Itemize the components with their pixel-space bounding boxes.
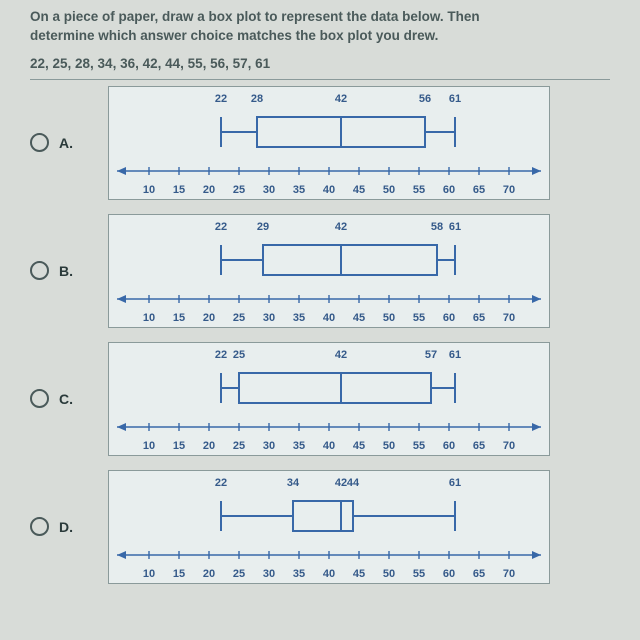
radio-c[interactable] [30,389,49,408]
axis-tick-label: 60 [443,440,455,452]
axis-tick-label: 50 [383,312,395,324]
axis-tick-label: 45 [353,568,365,580]
axis-tick-label: 55 [413,312,425,324]
axis-tick-label: 25 [233,568,245,580]
axis-tick-label: 55 [413,184,425,196]
axis-tick-label: 45 [353,440,365,452]
axis-tick-label: 65 [473,184,485,196]
boxplot-b: 22 29 42 5861 10 15 20 25 30 35 40 45 50 55 60 65 70 [108,214,550,328]
boxplot-c: 222542576110152025303540455055606570 [108,342,550,456]
data-values: 22, 25, 28, 34, 36, 42, 44, 55, 56, 57, … [30,56,610,71]
axis-tick-label: 65 [473,440,485,452]
value-label: 56 [415,93,435,105]
value-label: 42 [331,93,351,105]
radio-d[interactable] [30,517,49,536]
axis-tick-label: 70 [503,568,515,580]
radio-a[interactable] [30,133,49,152]
axis-tick-label: 35 [293,312,305,324]
value-label: 57 [421,349,441,361]
axis-tick-label: 35 [293,184,305,196]
axis-tick-label: 10 [143,184,155,196]
axis-tick-label: 20 [203,184,215,196]
axis-tick-label: 55 [413,440,425,452]
axis-tick-label: 10 [143,312,155,324]
axis-tick-label: 50 [383,184,395,196]
axis-tick-label: 60 [443,312,455,324]
axis-tick-label: 10 [143,568,155,580]
axis-tick-label: 35 [293,440,305,452]
value-label: 34 [283,477,303,489]
value-label: 61 [445,221,465,233]
axis-tick-label: 45 [353,184,365,196]
option-row-a: A. 22 28 42 56 61 10 15 20 25 30 35 40 45 50 55 60 65 70 [30,86,610,200]
value-label: 22 [211,349,231,361]
axis-tick-label: 50 [383,568,395,580]
boxplot-a: 22 28 42 56 61 10 15 20 25 30 35 40 45 50 55 60 65 70 [108,86,550,200]
value-label: 44 [343,477,363,489]
value-label: 61 [445,349,465,361]
value-label: 58 [427,221,447,233]
axis-tick-label: 65 [473,568,485,580]
option-row-b: B. 22 29 42 5861 10 15 20 25 30 35 40 45 50 55 60 65 70 [30,214,610,328]
axis-tick-label: 40 [323,312,335,324]
axis-tick-label: 55 [413,568,425,580]
axis-tick-label: 50 [383,440,395,452]
axis-tick-label: 25 [233,184,245,196]
value-label: 25 [229,349,249,361]
axis-tick-label: 40 [323,568,335,580]
axis-tick-label: 30 [263,440,275,452]
option-row-c: C.222542576110152025303540455055606570 [30,342,610,456]
value-label: 28 [247,93,267,105]
value-label: 42 [331,349,351,361]
value-label: 22 [211,221,231,233]
question-line1: On a piece of paper, draw a box plot to … [30,9,480,24]
axis-tick-label: 15 [173,184,185,196]
axis-tick-label: 70 [503,184,515,196]
axis-tick-label: 30 [263,312,275,324]
radio-b[interactable] [30,261,49,280]
option-label-c: C. [59,391,73,407]
axis-tick-label: 70 [503,440,515,452]
axis-tick-label: 65 [473,312,485,324]
value-label: 29 [253,221,273,233]
axis-tick-label: 40 [323,440,335,452]
axis-tick-label: 15 [173,440,185,452]
option-label-a: A. [59,135,73,151]
option-row-d: D.223442446110152025303540455055606570 [30,470,610,584]
axis-tick-label: 20 [203,568,215,580]
value-label: 22 [211,477,231,489]
options-container: A. 22 28 42 56 61 10 15 20 25 30 35 40 45 50 55 60 65 70 B… [30,86,610,584]
option-label-b: B. [59,263,73,279]
axis-tick-label: 70 [503,312,515,324]
axis-tick-label: 35 [293,568,305,580]
boxplot-d: 223442446110152025303540455055606570 [108,470,550,584]
axis-tick-label: 10 [143,440,155,452]
option-label-d: D. [59,519,73,535]
axis-tick-label: 20 [203,440,215,452]
axis-tick-label: 30 [263,568,275,580]
axis-tick-label: 15 [173,568,185,580]
axis-tick-label: 40 [323,184,335,196]
value-label: 61 [445,477,465,489]
divider [30,79,610,80]
question-line2: determine which answer choice matches th… [30,28,438,43]
value-label: 61 [445,93,465,105]
value-label: 22 [211,93,231,105]
axis-tick-label: 25 [233,312,245,324]
axis-tick-label: 25 [233,440,245,452]
axis-tick-label: 45 [353,312,365,324]
axis-tick-label: 15 [173,312,185,324]
value-label: 42 [331,221,351,233]
axis-tick-label: 30 [263,184,275,196]
axis-tick-label: 60 [443,568,455,580]
axis-tick-label: 60 [443,184,455,196]
axis-tick-label: 20 [203,312,215,324]
